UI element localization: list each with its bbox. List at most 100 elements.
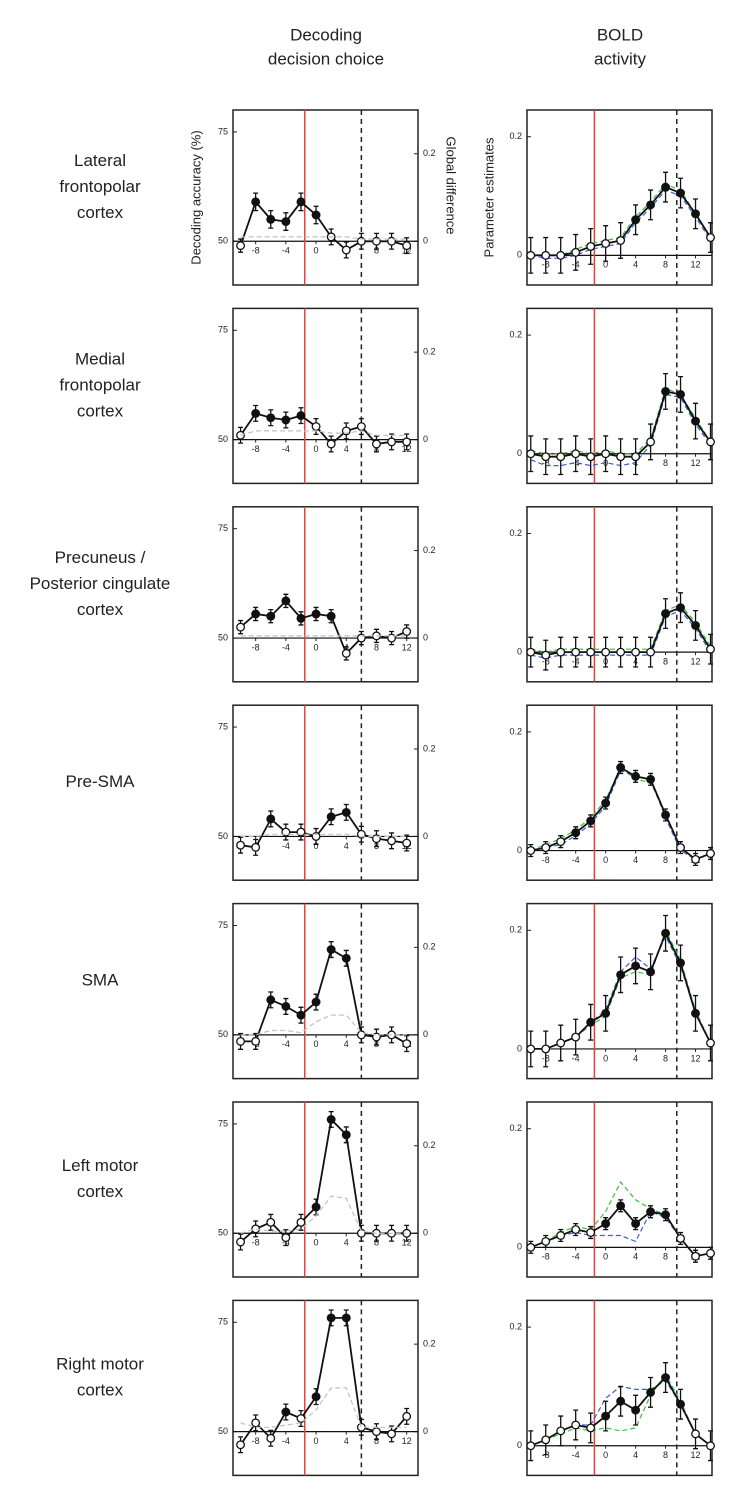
y-tick-label: 50 (218, 1426, 228, 1436)
data-point (646, 774, 656, 784)
y-tick-label: 75 (218, 325, 228, 335)
data-point (661, 609, 671, 619)
y-tick-label: 50 (218, 831, 228, 841)
data-point (601, 1219, 611, 1229)
x-tick-label: 4 (633, 1252, 638, 1262)
data-point (541, 1435, 551, 1445)
data-point (646, 437, 656, 447)
data-point (556, 452, 566, 462)
y-tick-label: 0 (517, 1043, 522, 1053)
data-point (631, 771, 641, 781)
data-point (586, 1423, 596, 1433)
data-point (311, 1202, 321, 1212)
data-point (236, 1036, 246, 1046)
column-title: Decoding (290, 25, 362, 44)
x-tick-label: 0 (314, 1238, 319, 1248)
data-point (402, 241, 412, 251)
data-point (341, 1313, 351, 1323)
plot-frame (232, 109, 419, 286)
data-point (571, 1225, 581, 1234)
row-label: Posterior cingulate (30, 574, 171, 593)
data-point (251, 1036, 261, 1046)
data-point (541, 1236, 551, 1246)
dashed-line (240, 1387, 407, 1428)
x-tick-label: 12 (691, 1053, 701, 1063)
data-point (236, 622, 246, 632)
x-tick-label: -4 (572, 1252, 580, 1262)
data-point (661, 1373, 671, 1382)
data-point (706, 1441, 715, 1451)
x-tick-label: 4 (344, 1436, 349, 1446)
plot-frame (232, 506, 419, 683)
data-point (526, 647, 536, 657)
data-point (296, 613, 306, 623)
data-point (372, 1427, 381, 1437)
row-label: SMA (82, 971, 120, 990)
data-point (706, 233, 715, 242)
data-point (541, 250, 551, 260)
data-line (240, 948, 408, 1045)
y2-tick-label: 0 (423, 236, 428, 246)
data-point (251, 197, 261, 207)
data-point (372, 1032, 381, 1042)
data-point (571, 1032, 581, 1042)
data-line (240, 811, 407, 849)
data-point (556, 837, 566, 847)
data-point (281, 596, 291, 606)
plot-frame (232, 902, 419, 1080)
data-point (541, 650, 551, 660)
x-tick-label: 8 (663, 855, 668, 865)
row-label: frontopolar (59, 375, 141, 394)
x-tick-label: 4 (633, 855, 638, 865)
data-point (341, 245, 351, 255)
data-point (661, 928, 671, 938)
plot-frame (232, 1299, 419, 1477)
data-point (631, 215, 641, 225)
data-point (556, 1426, 566, 1436)
row-label: Precuneus / (55, 548, 146, 567)
x-tick-label: 8 (663, 1450, 668, 1460)
data-point (691, 854, 700, 864)
row-label: Lateral (74, 151, 126, 170)
y-tick-label: 0.2 (509, 1321, 522, 1331)
data-point (541, 1044, 551, 1054)
data-point (601, 647, 611, 657)
x-tick-label: 0 (314, 444, 319, 454)
data-point (296, 1217, 306, 1227)
data-point (526, 449, 536, 459)
data-point (266, 214, 276, 224)
y-tick-label: 50 (218, 236, 228, 246)
y-tick-label: 0.2 (509, 726, 522, 736)
y-tick-label: 0 (517, 448, 522, 458)
data-point (676, 1399, 685, 1409)
x-tick-label: -4 (572, 1053, 580, 1063)
data-point (631, 961, 641, 971)
data-line (239, 200, 407, 252)
data-point (541, 843, 551, 853)
x-tick-label: 4 (633, 260, 638, 270)
data-point (631, 1405, 641, 1415)
x-tick-label: -8 (252, 1238, 260, 1248)
x-tick-label: 4 (344, 444, 349, 454)
x-tick-label: 0 (603, 260, 608, 270)
x-tick-label: 12 (691, 260, 701, 270)
x-tick-label: 4 (633, 1450, 638, 1460)
plot-frame (232, 307, 419, 485)
data-point (646, 647, 656, 657)
data-point (402, 627, 412, 636)
data-point (631, 647, 641, 657)
x-tick-label: 0 (314, 841, 319, 851)
y2-tick-label: 0 (423, 1029, 428, 1039)
data-point (646, 967, 656, 977)
data-point (706, 1038, 715, 1048)
x-tick-label: -4 (282, 444, 290, 454)
row-label: cortex (77, 1380, 124, 1399)
column-title: decision choice (268, 49, 384, 68)
y2-axis-label: Global difference (444, 136, 459, 234)
x-tick-label: 8 (663, 260, 668, 270)
x-tick-label: -8 (252, 444, 260, 454)
data-point (691, 1429, 700, 1439)
data-line (239, 1317, 408, 1446)
data-point (631, 452, 641, 462)
row-label: frontopolar (59, 177, 141, 196)
